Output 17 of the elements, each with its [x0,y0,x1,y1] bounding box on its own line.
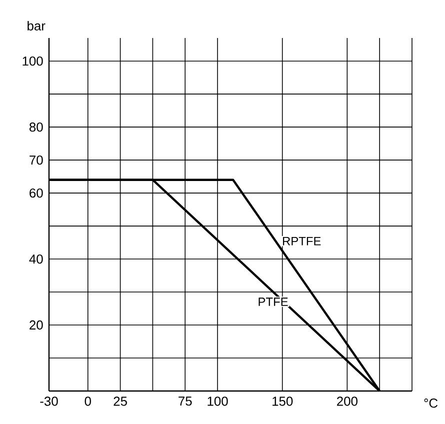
series-label: PTFE [258,298,288,306]
y-tick-label: 60 [30,188,43,198]
x-tick-label: -30 [40,396,58,406]
y-axis-title: bar [28,20,46,30]
series-label: RPTFE [283,237,321,246]
x-tick-label: 200 [337,396,358,406]
x-tick-label: 25 [114,396,127,406]
x-tick-label: 0 [84,396,91,406]
y-tick-label: 70 [30,155,43,165]
y-tick-label: 40 [29,254,43,264]
x-tick-label: 100 [208,396,228,406]
x-axis-title: °C [424,398,438,408]
y-tick-label: 80 [30,122,43,132]
x-tick-label: 75 [178,396,192,406]
y-tick-label: 100 [22,56,43,66]
y-tick-label: 20 [30,320,43,330]
x-tick-label: 150 [272,396,293,406]
